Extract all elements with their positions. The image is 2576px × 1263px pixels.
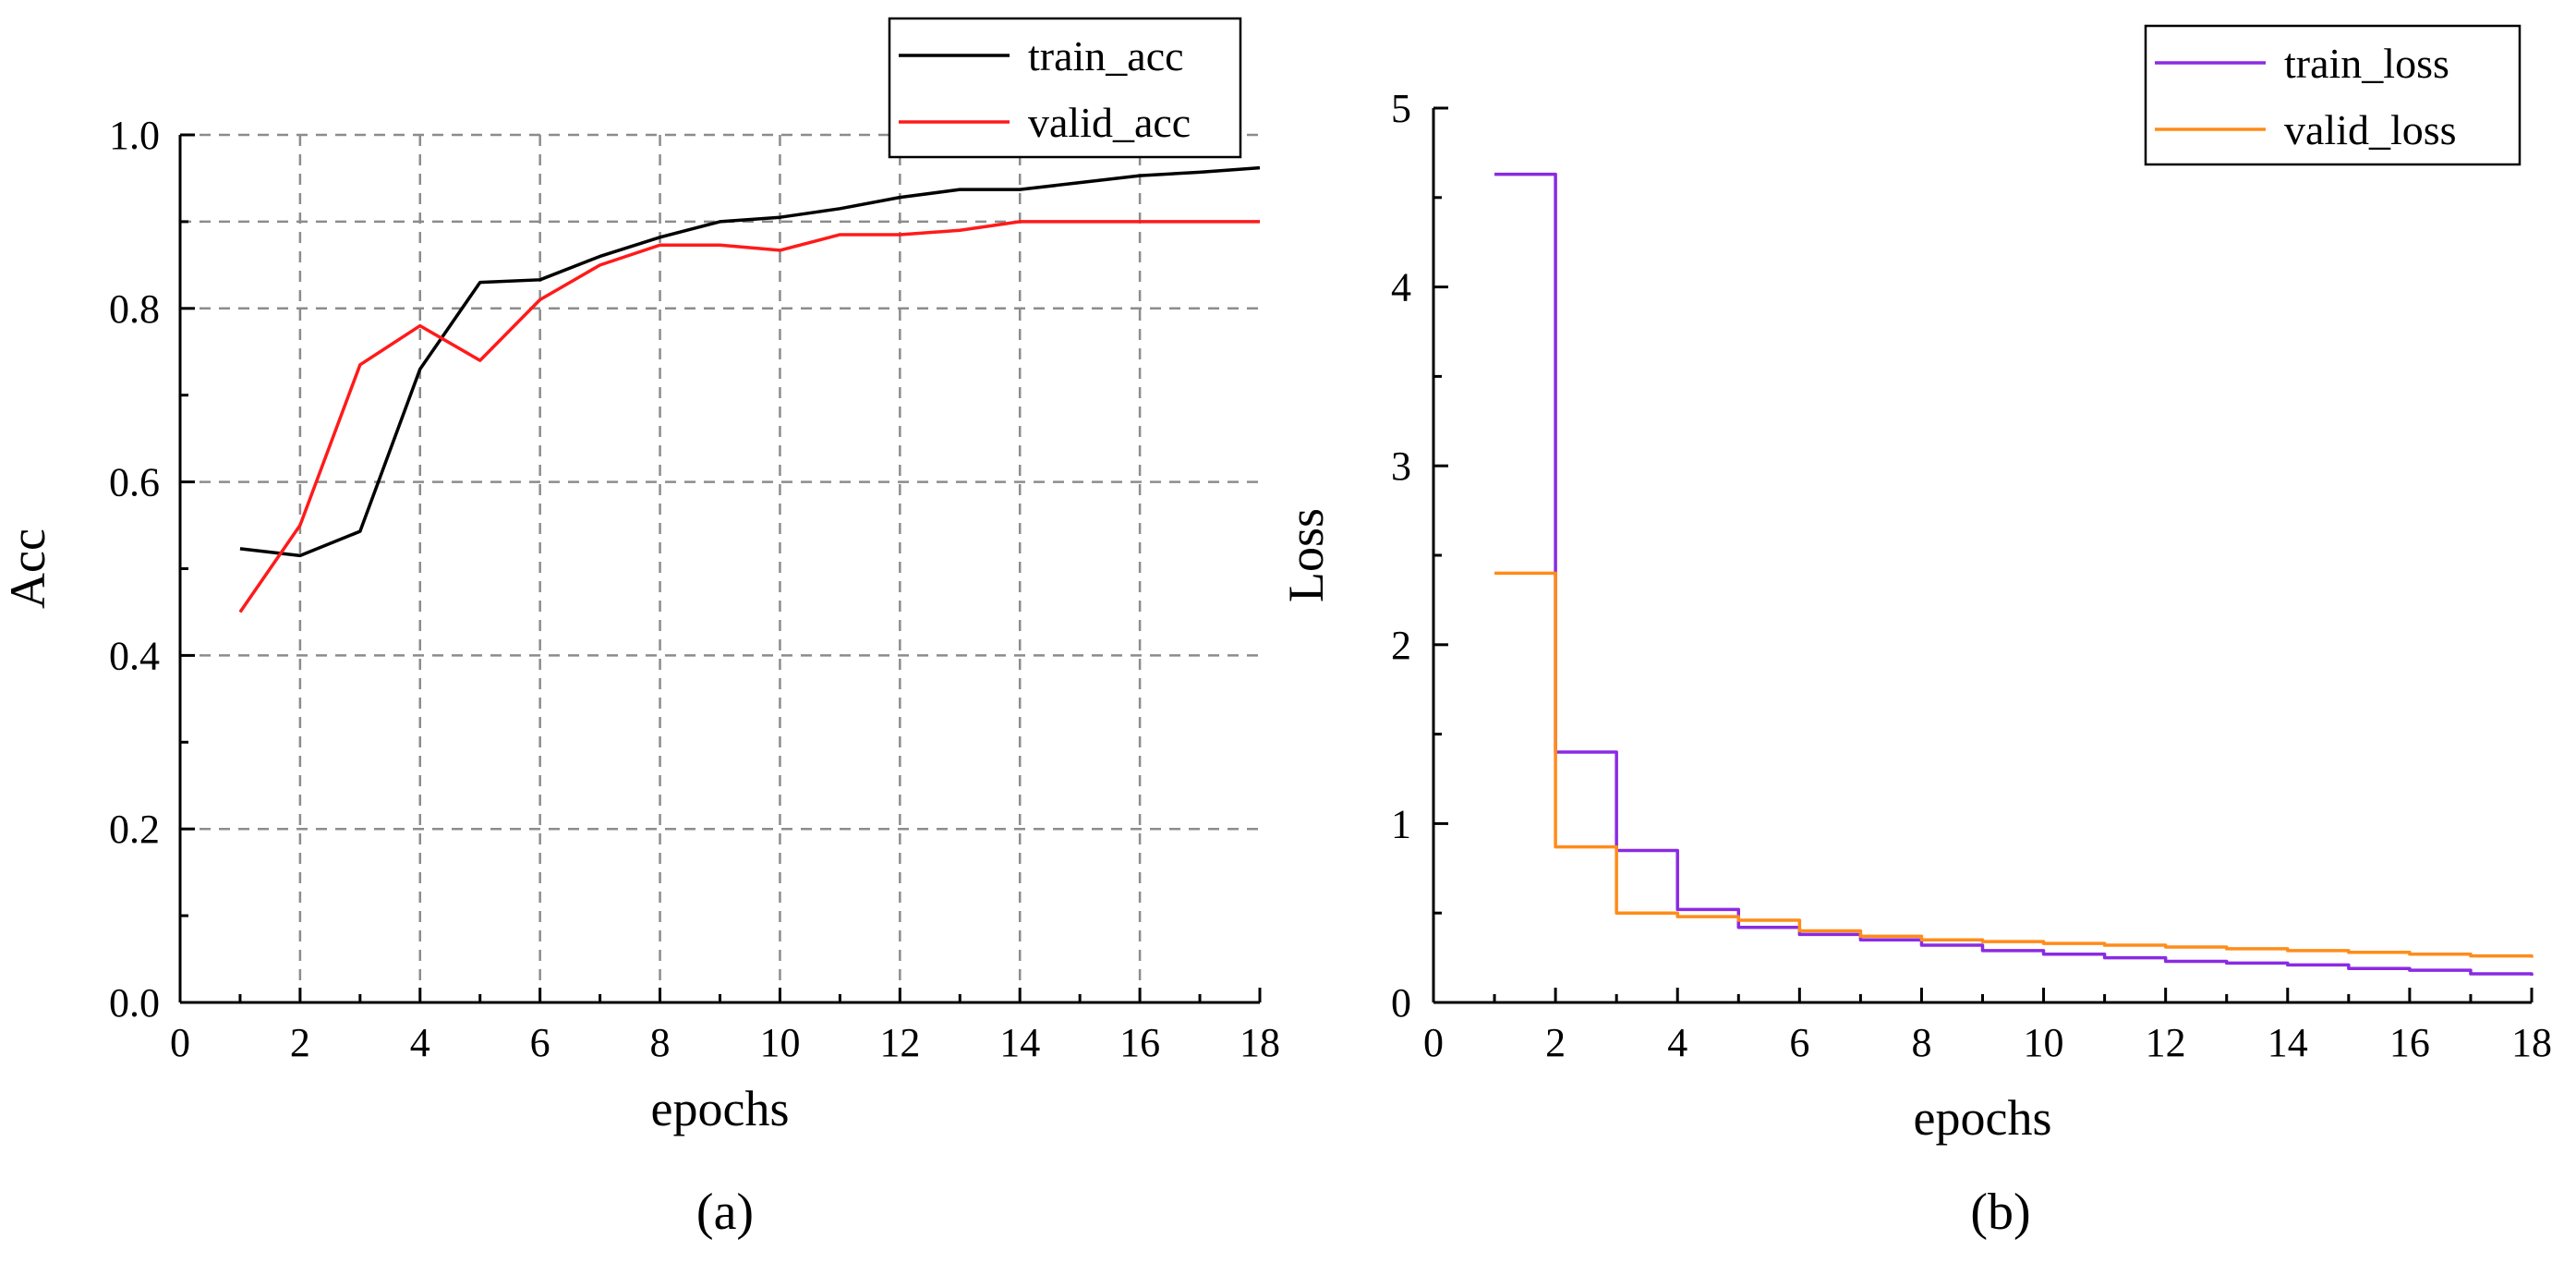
legend-label: valid_acc [1028, 99, 1191, 146]
y-tick-label: 2 [1391, 623, 1411, 668]
x-tick-label: 8 [1911, 1020, 1931, 1065]
subfigure-caption: (a) [696, 1184, 754, 1241]
x-tick-label: 12 [879, 1020, 920, 1065]
x-tick-label: 12 [2146, 1020, 2186, 1065]
x-tick-label: 10 [2024, 1020, 2064, 1065]
legend-label: train_acc [1028, 32, 1184, 79]
subfigure-caption: (b) [1970, 1184, 2030, 1241]
x-tick-label: 4 [1667, 1020, 1687, 1065]
y-axis-title: Loss [1278, 508, 1334, 602]
x-tick-label: 0 [1423, 1020, 1444, 1065]
x-tick-label: 4 [410, 1020, 430, 1065]
y-tick-label: 0 [1391, 980, 1411, 1026]
x-axis-title: epochs [651, 1081, 790, 1136]
legend: train_acc valid_acc [888, 17, 1242, 159]
x-tick-label: 0 [170, 1020, 190, 1065]
y-tick-label: 0.2 [109, 807, 160, 852]
y-tick-label: 3 [1391, 443, 1411, 489]
series-line-train-loss [1494, 172, 2534, 976]
x-tick-label: 8 [650, 1020, 671, 1065]
chart-accuracy: 0 2 4 6 8 10 12 14 16 18 0.0 0.2 0.4 0.6 0.8 1.0 epochs A… [0, 17, 1280, 1241]
legend-label: train_loss [2284, 40, 2449, 87]
y-tick-label: 0.4 [109, 633, 160, 678]
series-line-train-acc [239, 165, 1261, 558]
y-tick-label: 0.6 [109, 460, 160, 505]
y-tick-label: 0.0 [109, 980, 160, 1026]
x-tick-label: 14 [999, 1020, 1040, 1065]
x-tick-label: 6 [530, 1020, 550, 1065]
x-tick-label: 18 [1240, 1020, 1280, 1065]
x-tick-label: 16 [2389, 1020, 2430, 1065]
legend: train_loss valid_loss [2144, 24, 2522, 166]
x-tick-label: 2 [1545, 1020, 1566, 1065]
legend-box [888, 17, 1242, 159]
y-tick-label: 0.8 [109, 286, 160, 332]
chart-loss: 0 2 4 6 8 10 12 14 16 18012345epochsLosstrain_los… [1278, 24, 2552, 1241]
legend-label: valid_loss [2284, 106, 2457, 153]
y-tick-label: 5 [1391, 86, 1411, 131]
y-tick-label: 4 [1391, 265, 1411, 310]
x-tick-label: 6 [1789, 1020, 1809, 1065]
legend-box [2144, 24, 2522, 166]
x-tick-label: 10 [759, 1020, 800, 1065]
x-tick-label: 18 [2511, 1020, 2552, 1065]
x-axis-title: epochs [1914, 1090, 2052, 1146]
y-tick-label: 1.0 [109, 113, 160, 158]
x-tick-label: 14 [2268, 1020, 2308, 1065]
x-tick-label: 16 [1119, 1020, 1160, 1065]
series-line-valid-acc [238, 220, 1260, 613]
series-line-valid-loss [1494, 571, 2534, 958]
y-axis-title: Acc [0, 528, 55, 609]
y-tick-label: 1 [1391, 801, 1411, 846]
x-tick-label: 2 [290, 1020, 310, 1065]
